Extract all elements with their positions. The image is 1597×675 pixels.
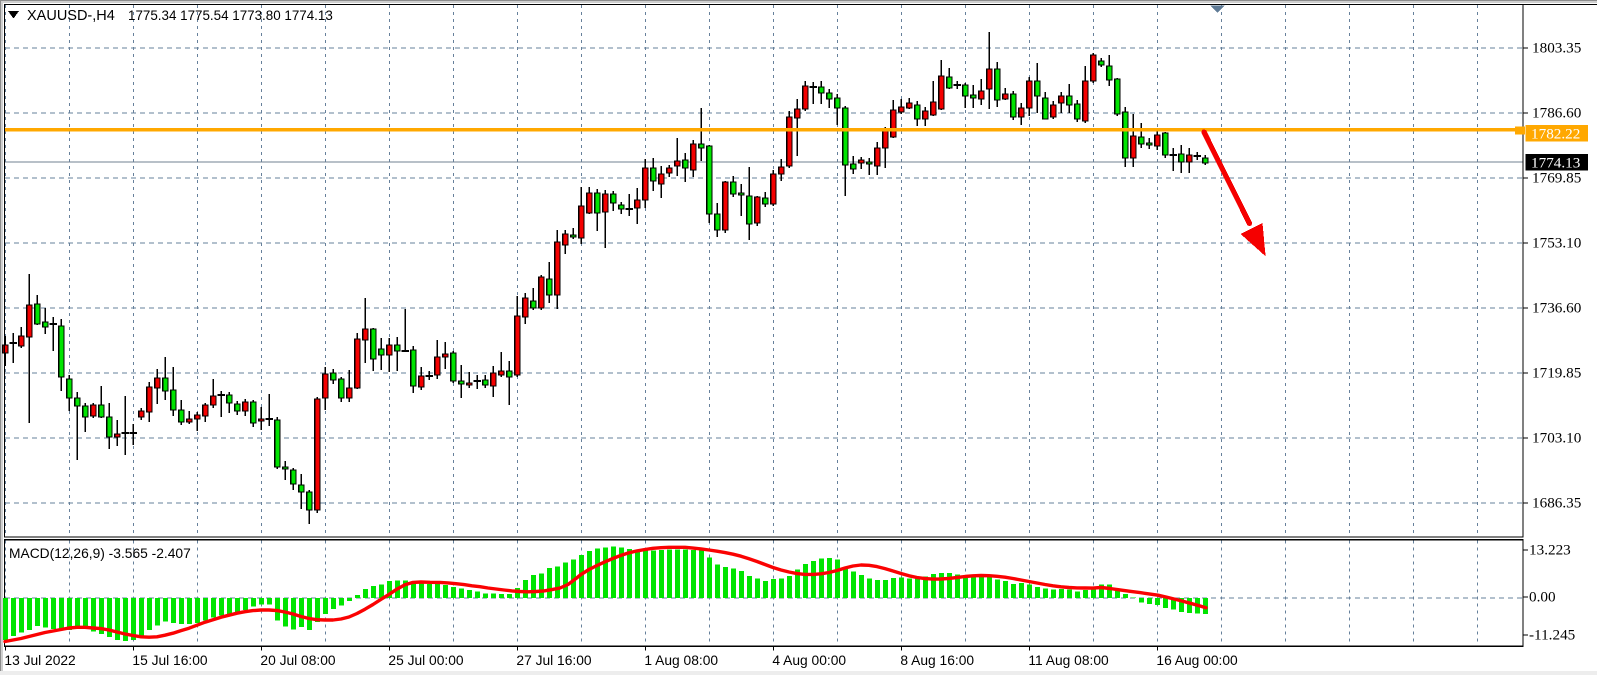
svg-text:0.00: 0.00 <box>1529 589 1556 606</box>
svg-text:8 Aug 16:00: 8 Aug 16:00 <box>900 653 974 668</box>
svg-text:20 Jul 08:00: 20 Jul 08:00 <box>260 653 336 668</box>
svg-text:15 Jul 16:00: 15 Jul 16:00 <box>132 653 208 668</box>
svg-text:1736.60: 1736.60 <box>1532 300 1582 317</box>
svg-text:1803.35: 1803.35 <box>1532 40 1581 57</box>
svg-text:1719.85: 1719.85 <box>1532 365 1581 382</box>
svg-text:1786.60: 1786.60 <box>1532 105 1582 122</box>
svg-text:13.223: 13.223 <box>1529 542 1571 559</box>
svg-text:1703.10: 1703.10 <box>1532 430 1582 447</box>
svg-text:11 Aug 08:00: 11 Aug 08:00 <box>1028 653 1109 668</box>
svg-text:4 Aug 00:00: 4 Aug 00:00 <box>772 653 846 668</box>
svg-text:-11.245: -11.245 <box>1529 627 1575 644</box>
svg-text:1753.10: 1753.10 <box>1532 235 1582 252</box>
svg-text:13 Jul 2022: 13 Jul 2022 <box>4 653 75 668</box>
svg-text:1769.85: 1769.85 <box>1532 170 1581 187</box>
svg-text:16 Aug 00:00: 16 Aug 00:00 <box>1156 653 1238 668</box>
svg-text:MACD(12,26,9) -3.565 -2.407: MACD(12,26,9) -3.565 -2.407 <box>9 546 191 561</box>
svg-text:1782.22: 1782.22 <box>1531 126 1580 143</box>
svg-text:27 Jul 16:00: 27 Jul 16:00 <box>516 653 592 668</box>
svg-text:1 Aug 08:00: 1 Aug 08:00 <box>644 653 718 668</box>
svg-text:25 Jul 00:00: 25 Jul 00:00 <box>388 653 464 668</box>
svg-text:1774.13: 1774.13 <box>1531 155 1580 172</box>
svg-text:1686.35: 1686.35 <box>1532 495 1581 512</box>
